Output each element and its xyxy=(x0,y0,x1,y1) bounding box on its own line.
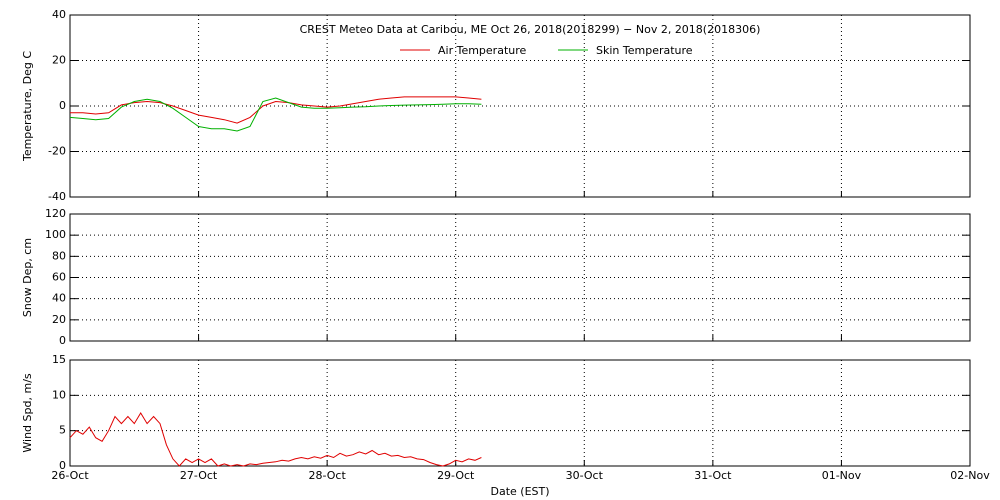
y-tick-label: 80 xyxy=(52,249,66,262)
y-axis-label: Temperature, Deg C xyxy=(21,51,34,162)
y-tick-label: -40 xyxy=(48,190,66,203)
x-axis-label: Date (EST) xyxy=(490,485,549,498)
y-tick-label: 10 xyxy=(52,388,66,401)
chart-title: CREST Meteo Data at Caribou, ME Oct 26, … xyxy=(300,23,761,36)
y-tick-label: 20 xyxy=(52,54,66,67)
y-tick-label: 120 xyxy=(45,207,66,220)
y-tick-label: 40 xyxy=(52,8,66,21)
y-tick-label: 0 xyxy=(59,334,66,347)
y-tick-label: 5 xyxy=(59,424,66,437)
y-tick-label: 100 xyxy=(45,228,66,241)
x-tick-label: 01-Nov xyxy=(822,469,862,482)
x-tick-label: 29-Oct xyxy=(437,469,475,482)
x-tick-label: 27-Oct xyxy=(180,469,218,482)
x-tick-label: 30-Oct xyxy=(566,469,604,482)
data-line xyxy=(69,412,482,467)
x-tick-label: 02-Nov xyxy=(950,469,990,482)
y-tick-label: 60 xyxy=(52,271,66,284)
y-tick-label: 15 xyxy=(52,353,66,366)
data-line xyxy=(69,97,482,132)
legend-label: Skin Temperature xyxy=(596,44,693,57)
y-tick-label: 20 xyxy=(52,313,66,326)
x-tick-label: 28-Oct xyxy=(308,469,346,482)
data-line xyxy=(70,96,482,124)
x-tick-label: 31-Oct xyxy=(694,469,732,482)
y-axis-label: Wind Spd, m/s xyxy=(21,373,34,453)
x-tick-label: 26-Oct xyxy=(51,469,89,482)
y-tick-label: -20 xyxy=(48,145,66,158)
y-axis-label: Snow Dep, cm xyxy=(21,238,34,317)
y-tick-label: 40 xyxy=(52,292,66,305)
y-tick-label: 0 xyxy=(59,99,66,112)
plot-frame xyxy=(69,359,971,467)
legend-label: Air Temperature xyxy=(438,44,527,57)
y-tick-label: 0 xyxy=(59,459,66,472)
